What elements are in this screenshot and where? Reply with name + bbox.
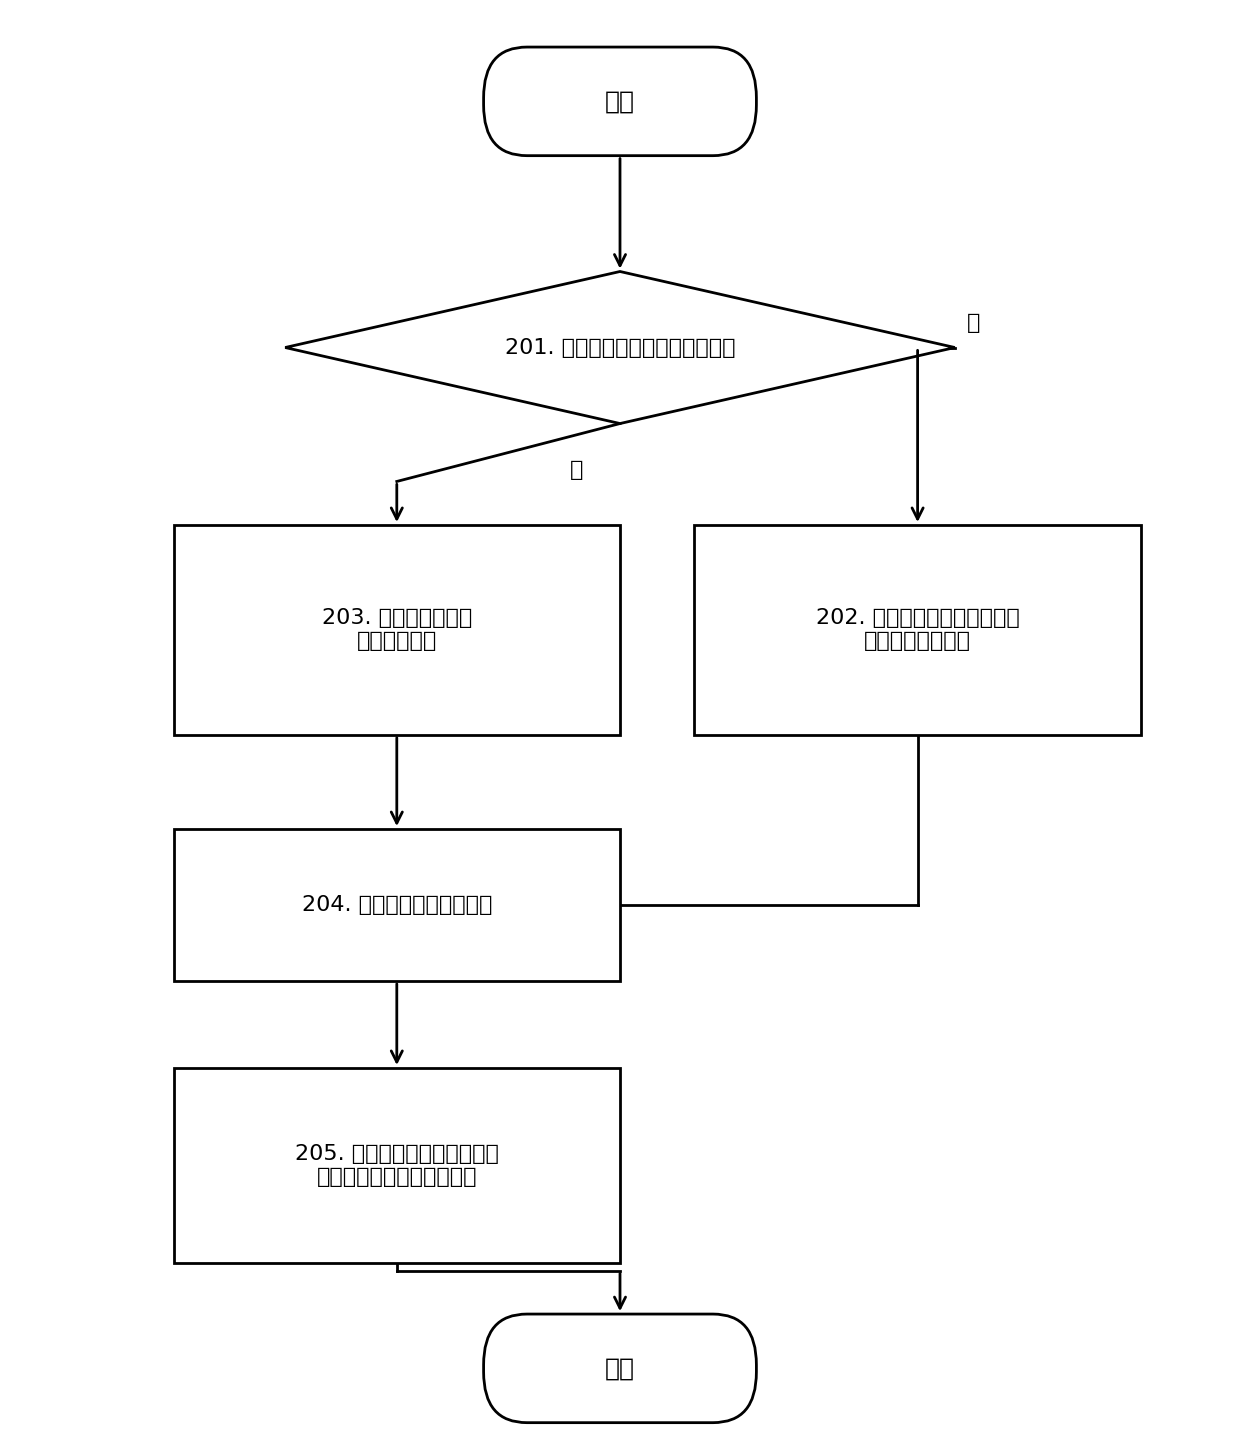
Bar	[174, 526, 620, 736]
Text: 203. 计算服务小区的
信号测量差值: 203. 计算服务小区的 信号测量差值	[321, 608, 472, 652]
FancyBboxPatch shape	[484, 46, 756, 155]
Text: 204. 计算当前信号累积差值: 204. 计算当前信号累积差值	[301, 895, 492, 915]
Text: 是: 是	[569, 460, 583, 479]
Text: 否: 否	[967, 313, 981, 333]
Text: 开始: 开始	[605, 90, 635, 113]
Text: 201. 有服务小区的前次信号测量值: 201. 有服务小区的前次信号测量值	[505, 337, 735, 358]
FancyBboxPatch shape	[484, 1315, 756, 1422]
Bar	[174, 1069, 620, 1263]
Text: 202. 初始化当前信号累积差值
和信号累积差阈值: 202. 初始化当前信号累积差值 和信号累积差阈值	[816, 608, 1019, 652]
Bar	[174, 828, 620, 982]
Bar	[694, 526, 1141, 736]
Text: 205. 保存服务小区的当前信号
测量值和当前信号累积差值: 205. 保存服务小区的当前信号 测量值和当前信号累积差值	[295, 1144, 498, 1187]
Text: 结束: 结束	[605, 1357, 635, 1380]
Polygon shape	[285, 272, 955, 423]
